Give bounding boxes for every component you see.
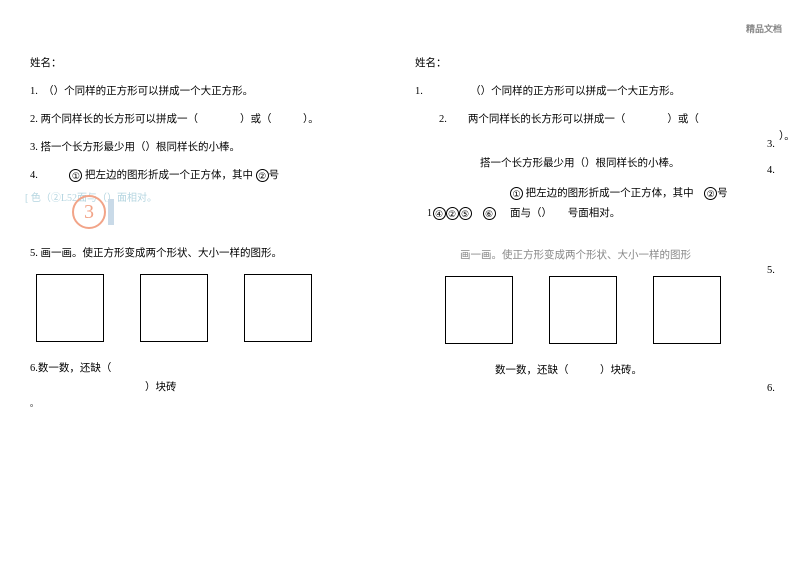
q4-right-mid: 把左边的图形折成一个正方体，其中 [523, 188, 704, 199]
q2-right: 2. 两个同样长的长方形可以拼成一（ ）或（ ）。 [415, 112, 795, 146]
q5-num-right: 5. [767, 265, 775, 276]
boxes-left [36, 274, 400, 342]
circled-three-big-icon: 3 [72, 195, 106, 229]
q1-right: 1. （）个同样的正方形可以拼成一个大正方形。 [415, 84, 795, 101]
circled-one-icon: ① [69, 169, 82, 182]
q6-left-line2: ）块砖 [30, 379, 400, 398]
circled-six-icon: ⑥ [483, 207, 496, 220]
tiny-period: 。 [30, 398, 400, 409]
square-box [244, 274, 312, 342]
name-label-left: 姓名： [30, 55, 400, 70]
boxes-right [445, 276, 795, 344]
q4-right-end: 号 [717, 188, 728, 199]
watermark-label: 精品文档 [746, 22, 782, 35]
q4-right-numrow: 1④②⑤ ⑥ [427, 204, 496, 220]
q5-right: 画一画。使正方形变成两个形状、大小一样的图形 [415, 247, 795, 262]
circled-one-icon: ① [510, 187, 523, 200]
q3-right: 搭一个长方形最少用（）根同样长的小棒。 [415, 156, 795, 173]
square-box [445, 276, 513, 344]
square-box [140, 274, 208, 342]
diagram-rect-icon [108, 199, 114, 225]
circled-two-icon: ② [446, 207, 459, 220]
q2-right-a: 2. 两个同样长的长方形可以拼成一（ ）或（ [439, 114, 699, 125]
q4-num-right: 4. [767, 165, 775, 176]
q3-left: 3. 搭一个长方形最少用（）根同样长的小棒。 [30, 140, 400, 157]
square-box [36, 274, 104, 342]
circled-five-icon: ⑤ [459, 207, 472, 220]
circled-two-icon: ② [704, 187, 717, 200]
q4-left-line1: 4. ① 把左边的图形折成一个正方体，其中 ②号 [30, 167, 400, 182]
q4-left: 4. ① 把左边的图形折成一个正方体，其中 ②号 [ 色（②L52面与（）面相对… [30, 167, 400, 237]
circled-two-icon: ② [256, 169, 269, 182]
name-label-right: 姓名： [415, 55, 795, 70]
right-column: 姓名： 1. （）个同样的正方形可以拼成一个大正方形。 2. 两个同样长的长方形… [415, 55, 795, 409]
q6-right: 数一数，还缺（ ）块砖。 [415, 362, 795, 377]
q5-left: 5. 画一画。使正方形变成两个形状、大小一样的图形。 [30, 245, 400, 260]
worksheet-page: 姓名： 1. （）个同样的正方形可以拼成一个大正方形。 2. 两个同样长的长方形… [0, 0, 800, 419]
q6-left: 6.数一数，还缺（ ）块砖 [30, 360, 400, 398]
square-box [549, 276, 617, 344]
q3-num-right: 3. [767, 139, 775, 150]
q6-left-line1: 6.数一数，还缺（ [30, 363, 111, 374]
q1-left: 1. （）个同样的正方形可以拼成一个大正方形。 [30, 84, 400, 101]
q4-right-line2: 面与（） 号面相对。 [510, 208, 620, 219]
q6-num-right: 6. [767, 383, 775, 394]
left-column: 姓名： 1. （）个同样的正方形可以拼成一个大正方形。 2. 两个同样长的长方形… [30, 55, 400, 409]
square-box [653, 276, 721, 344]
q4-left-mid: 把左边的图形折成一个正方体，其中 [82, 170, 255, 181]
q2-right-b: ）。 [439, 129, 795, 146]
circled-four-icon: ④ [433, 207, 446, 220]
right-inner: 姓名： 1. （）个同样的正方形可以拼成一个大正方形。 2. 两个同样长的长方形… [415, 55, 795, 377]
q4-right: ① 把左边的图形折成一个正方体，其中 ②号 面与（） 号面相对。 1④②⑤ ⑥ [415, 184, 795, 239]
q4-left-end: 号 [269, 170, 280, 181]
q4-left-prefix: 4. [30, 170, 69, 181]
q2-left: 2. 两个同样长的长方形可以拼成一（ ）或（ ）。 [30, 112, 400, 129]
